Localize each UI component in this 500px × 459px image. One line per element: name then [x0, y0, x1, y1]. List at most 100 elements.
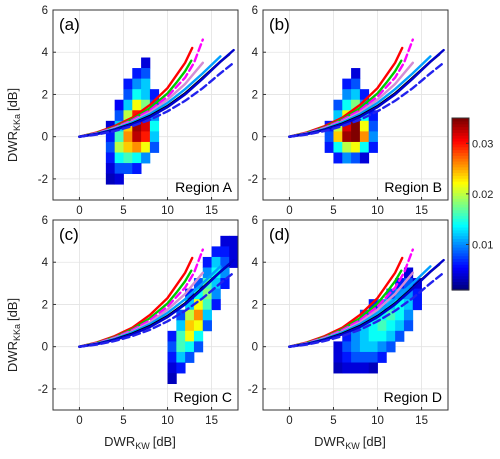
heatmap-cell — [123, 110, 133, 122]
heatmap-cell — [351, 330, 361, 342]
x-label-main-right: DWR — [314, 434, 345, 449]
colorbar-segment — [452, 247, 469, 251]
heatmap-cell — [359, 152, 370, 164]
y-axis-label-top: DWRKKa [dB] — [5, 88, 22, 162]
heatmap-cell — [132, 120, 142, 132]
plot-area — [263, 220, 448, 410]
heatmap-cells — [167, 235, 238, 385]
region-label: Region B — [384, 179, 442, 195]
heatmap-cell — [141, 89, 151, 101]
colorbar-segment — [452, 229, 469, 234]
colorbar-segment — [452, 169, 469, 174]
heatmap-cell — [141, 120, 151, 132]
panels-group: 0 5 10 15 -2 0 2 4 6 (a) Region A 0 5 10 15 -2 0 2 4 6 (b) Re… — [38, 5, 449, 427]
panel-b: 0 5 10 15 -2 0 2 4 6 (b) Region B — [248, 5, 449, 217]
heatmap-cell — [132, 99, 142, 111]
heatmap-cell — [229, 256, 238, 268]
heatmap-cell — [185, 309, 195, 321]
colorbar-segment — [452, 183, 469, 188]
region-label: Region D — [384, 389, 442, 405]
x-tick-label: 15 — [415, 205, 428, 217]
y-tick-label: 6 — [42, 215, 48, 227]
y-tick-label: 6 — [252, 5, 258, 17]
colorbar-segment — [452, 118, 469, 122]
y-tick-label: 0 — [252, 132, 258, 144]
heatmap-cell — [132, 141, 142, 153]
heatmap-cell — [220, 278, 230, 290]
heatmap-cell — [403, 320, 414, 332]
colorbar-segment — [452, 261, 469, 265]
heatmap-cell — [185, 351, 195, 363]
colorbar-segment — [452, 189, 469, 194]
heatmap-cell — [395, 278, 405, 290]
heatmap-cell — [185, 320, 195, 332]
heatmap-cell — [342, 152, 352, 164]
y-label-unit-bottom: [dB] — [5, 298, 20, 321]
heatmap-cell — [123, 131, 133, 143]
colorbar-segment — [452, 123, 469, 128]
y-tick-label: 2 — [42, 299, 48, 311]
heatmap-cell — [149, 141, 160, 153]
heatmap-cell — [333, 99, 343, 111]
heatmap-cell — [211, 267, 221, 279]
heatmap-cell — [351, 99, 361, 111]
heatmap-cell — [342, 330, 352, 342]
heatmap-cell — [193, 278, 204, 290]
heatmap-cell — [149, 89, 160, 101]
model-curves — [78, 38, 235, 138]
heatmap-cell — [395, 330, 405, 342]
colorbar-segment — [452, 155, 469, 159]
heatmap-cell — [141, 152, 151, 164]
x-tick-label: 10 — [371, 205, 384, 217]
x-tick-label: 5 — [330, 205, 336, 217]
heatmap-cell — [368, 341, 378, 353]
heatmap-cell — [229, 235, 238, 247]
y-tick-label: 4 — [252, 257, 259, 269]
colorbar-segment — [452, 201, 469, 205]
colorbar-segment — [452, 166, 469, 171]
heatmap-cell — [324, 131, 334, 143]
heatmap-cell — [342, 341, 352, 353]
heatmap-cell — [123, 78, 133, 90]
heatmap-cell — [105, 163, 116, 175]
colorbar-segment — [452, 224, 469, 228]
heatmap-cell — [395, 299, 405, 311]
colorbar-tick-label: 0.01 — [472, 239, 493, 251]
heatmap-cell — [351, 89, 361, 101]
heatmap-cell — [141, 57, 151, 69]
heatmap-cell — [105, 120, 116, 132]
heatmap-cell — [368, 330, 378, 342]
heatmap-cell — [193, 330, 204, 342]
y-tick-label: 4 — [42, 257, 49, 269]
heatmap-cell — [386, 330, 396, 342]
heatmap-cell — [359, 141, 370, 153]
colorbar-segment — [452, 215, 469, 219]
y-tick-label: 0 — [42, 342, 48, 354]
heatmap-cell — [333, 152, 343, 164]
y-label-sub-bottom: KKa — [12, 324, 22, 341]
heatmap-cell — [333, 131, 343, 143]
heatmap-cell — [351, 362, 361, 374]
colorbar-segment — [452, 272, 469, 277]
colorbar-segment — [452, 218, 469, 222]
heatmap-cell — [123, 163, 133, 175]
heatmap-cell — [342, 78, 352, 90]
heatmap-cell — [403, 309, 414, 321]
colorbar-segment — [452, 172, 469, 176]
heatmap-cell — [176, 309, 186, 321]
colorbar-frame — [451, 117, 470, 291]
heatmap-cell — [176, 351, 186, 363]
colorbar-segment — [452, 158, 469, 162]
heatmap-cell — [114, 131, 124, 143]
heatmap-cell — [193, 320, 204, 332]
heatmap-cell — [202, 256, 212, 268]
heatmap-cell — [412, 288, 422, 300]
x-label-sub-left: KW — [135, 441, 150, 451]
heatmap-cell — [114, 141, 124, 153]
heatmap-cell — [395, 320, 405, 332]
heatmap-cell — [342, 99, 352, 111]
heatmap-cell — [351, 341, 361, 353]
colorbar-segment — [452, 267, 469, 271]
heatmap-cell — [351, 68, 361, 80]
heatmap-cell — [123, 141, 133, 153]
